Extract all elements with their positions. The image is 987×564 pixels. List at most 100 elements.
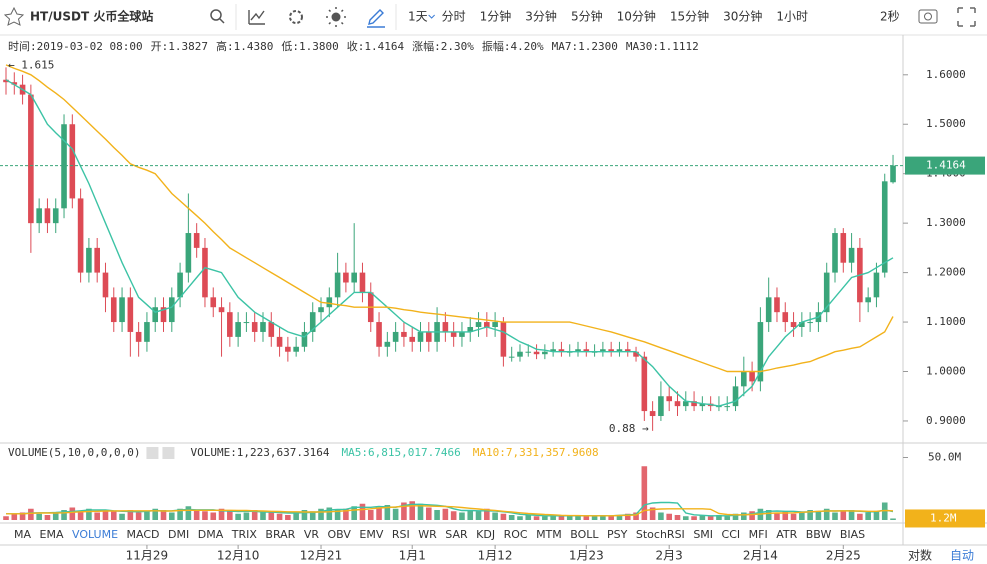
indicator-tab[interactable]: RSI	[392, 528, 410, 541]
candle-body	[202, 247, 208, 298]
fullscreen-icon[interactable]	[957, 7, 976, 27]
volume-bar	[583, 516, 590, 520]
volume-bar	[376, 507, 382, 520]
candle-body	[86, 247, 92, 273]
candle-body	[260, 322, 266, 332]
indicator-tab[interactable]: EMA	[40, 528, 64, 541]
indicator-tab[interactable]: SAR	[445, 528, 468, 541]
volume-bar	[608, 516, 614, 520]
indicator-tab[interactable]: BRAR	[265, 528, 295, 541]
refresh-rate[interactable]: 2秒	[880, 10, 900, 24]
volume-bar	[11, 513, 18, 520]
indicator-tab[interactable]: DMI	[168, 528, 189, 541]
symbol: HT/USDT 火币全球站	[30, 9, 153, 24]
volume-bar	[475, 511, 482, 520]
x-tick-label: 1月1	[399, 549, 426, 563]
interval-tab[interactable]: 1分钟	[480, 9, 512, 24]
info-value: 1.2300	[578, 40, 618, 53]
candle-body	[343, 272, 349, 283]
interval-tab[interactable]: 15分钟	[670, 9, 709, 24]
volume-bar	[334, 510, 341, 520]
candle-body	[467, 327, 474, 332]
candle-body	[533, 351, 540, 355]
volume-bar	[790, 513, 797, 520]
info-label: MA30:	[626, 40, 659, 53]
indicator-tab[interactable]: MTM	[536, 528, 562, 541]
volume-bar	[633, 512, 639, 520]
candle-body	[318, 307, 324, 313]
current-price-tag	[905, 156, 985, 175]
volume-bar	[343, 508, 349, 520]
interval-tab[interactable]: 5分钟	[571, 9, 603, 24]
candle-body	[119, 297, 125, 323]
indicator-tab[interactable]: KDJ	[476, 528, 495, 541]
indicator-tab[interactable]: EMV	[359, 528, 383, 541]
indicator-tab[interactable]: ATR	[776, 528, 797, 541]
volume-bar	[857, 513, 863, 520]
legend-settings[interactable]	[146, 447, 159, 459]
indicator-tab[interactable]: OBV	[328, 528, 352, 541]
volume-bar	[384, 505, 391, 520]
candle-body	[450, 331, 457, 337]
indicator-tab[interactable]: BIAS	[840, 528, 865, 541]
indicator-tab[interactable]: SMI	[693, 528, 713, 541]
candle-body	[268, 322, 275, 337]
indicator-tab[interactable]: MA	[14, 528, 31, 541]
indicator-tab[interactable]: TRIX	[231, 528, 258, 541]
indicator-tab[interactable]: PSY	[607, 528, 628, 541]
interval-tab[interactable]: 1小时	[776, 10, 808, 24]
legend-close[interactable]	[162, 447, 175, 459]
info-value: 1.3827	[168, 40, 208, 53]
volume-bar	[251, 510, 258, 520]
info-value: 1.1112	[659, 40, 699, 53]
candle-body	[508, 356, 515, 358]
info-value: 2.30%	[441, 40, 474, 53]
volume-bar	[525, 515, 532, 520]
indicator-tab[interactable]: StochRSI	[636, 528, 685, 541]
indicator-tab[interactable]: MACD	[127, 528, 160, 541]
indicator-tab[interactable]: BOLL	[570, 528, 599, 541]
axis-option[interactable]: 自动	[950, 549, 974, 563]
axis-option[interactable]: 对数	[908, 548, 932, 563]
indicator-tab[interactable]: DMA	[198, 528, 224, 541]
volume-bar	[326, 507, 333, 520]
theme-icon[interactable]	[331, 12, 341, 22]
candle-body	[102, 272, 109, 298]
volume-bar	[459, 512, 465, 520]
indicator-tab[interactable]: BBW	[806, 528, 832, 541]
star-icon[interactable]	[3, 6, 25, 26]
candle-body	[765, 297, 772, 323]
volume-bar	[185, 506, 192, 520]
volume-bar	[160, 510, 167, 520]
info-label: 开:	[151, 40, 169, 53]
volume-bar	[260, 512, 266, 520]
indicator-tab[interactable]: WR	[418, 528, 437, 541]
settings-icon[interactable]	[289, 10, 303, 24]
indicator-tab[interactable]: MFI	[749, 528, 768, 541]
indicator-tab[interactable]: CCI	[722, 528, 741, 541]
volume-bar	[558, 516, 565, 520]
volume-bar	[616, 515, 623, 520]
indicator-tab[interactable]: VOLUME	[72, 528, 118, 541]
candle-body	[401, 331, 407, 337]
volume-bar	[500, 513, 507, 520]
volume-bar	[658, 512, 664, 520]
indicator-tab[interactable]: ROC	[504, 528, 528, 541]
camera-icon[interactable]	[918, 9, 938, 24]
interval-tab[interactable]: 1天	[408, 10, 428, 24]
candle-body	[459, 331, 465, 337]
candle-body	[890, 165, 896, 183]
draw-icon[interactable]	[367, 9, 385, 28]
candle-body	[649, 411, 656, 417]
interval-tab[interactable]: 10分钟	[617, 9, 656, 24]
indicator-tab[interactable]: VR	[304, 528, 320, 541]
candle-body	[492, 322, 498, 328]
interval-tab[interactable]: 分时	[442, 10, 466, 24]
candle-body	[77, 198, 84, 273]
indicator-icon[interactable]	[248, 10, 265, 25]
interval-tab[interactable]: 30分钟	[723, 9, 762, 24]
interval-tab[interactable]: 3分钟	[525, 9, 557, 24]
search-icon[interactable]	[210, 9, 222, 21]
